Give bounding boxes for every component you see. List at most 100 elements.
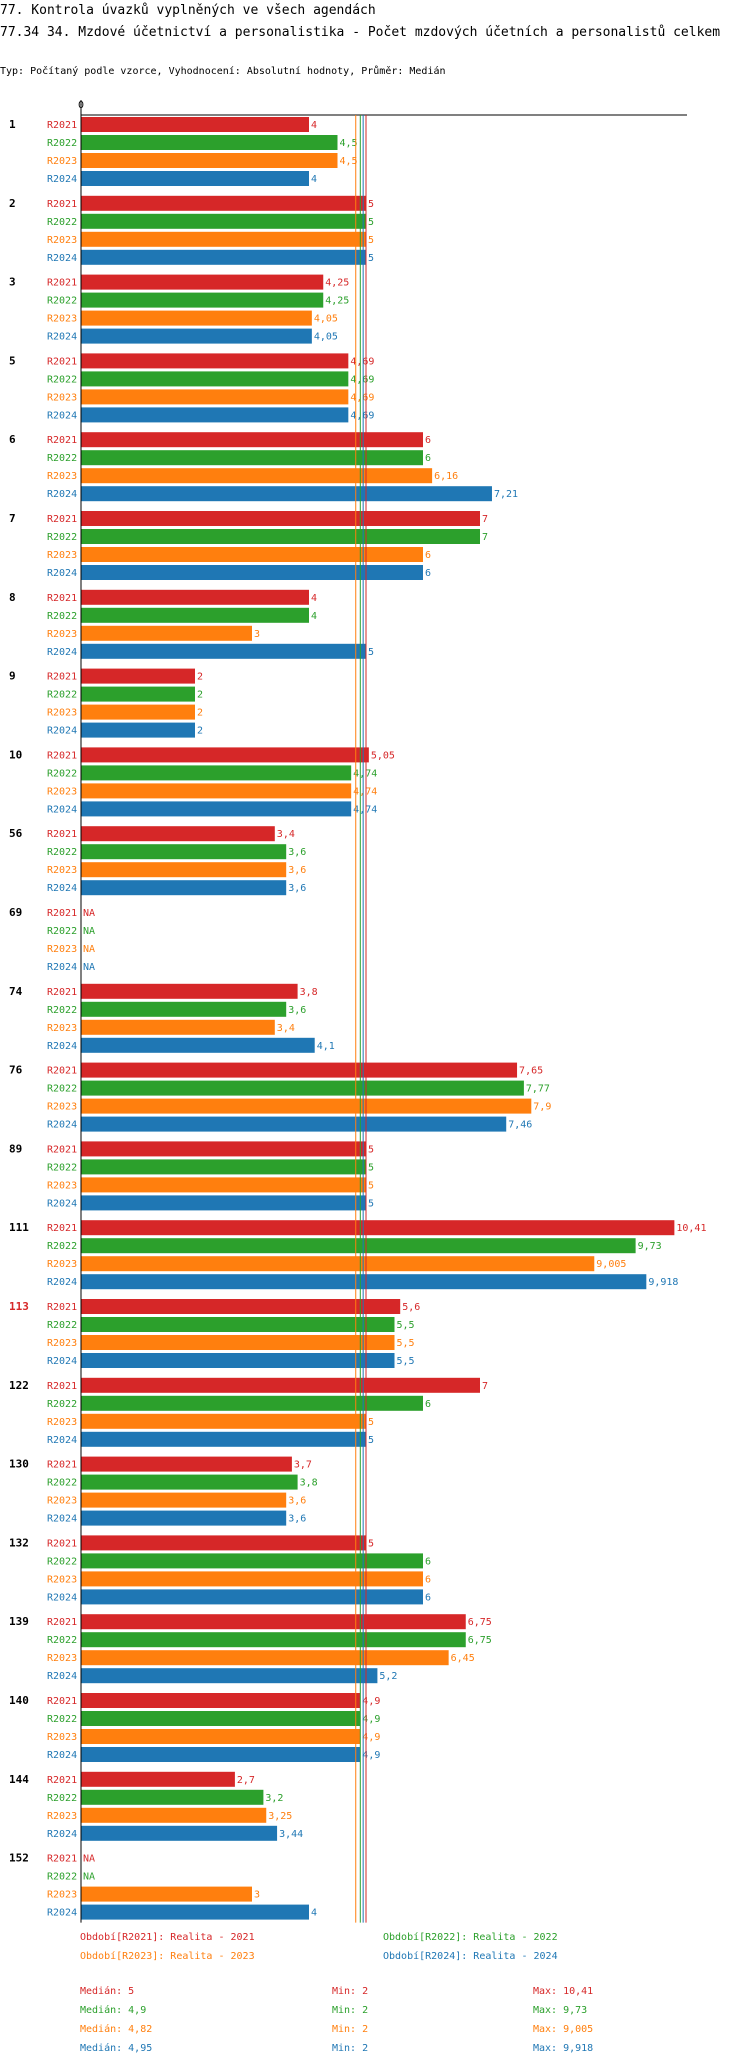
value-label-2-r2022: 5 xyxy=(368,217,374,228)
bar-7-r2023 xyxy=(81,547,423,562)
series-label-r2021: R2021 xyxy=(47,199,77,210)
value-label-111-r2024: 9,918 xyxy=(648,1277,678,1288)
series-label-r2021: R2021 xyxy=(47,514,77,525)
series-label-r2022: R2022 xyxy=(47,217,77,228)
series-label-r2022: R2022 xyxy=(47,1320,77,1331)
value-label-6-r2021: 6 xyxy=(425,435,431,446)
value-label-7-r2021: 7 xyxy=(482,514,488,525)
value-label-144-r2022: 3,2 xyxy=(265,1793,283,1804)
series-label-r2023: R2023 xyxy=(47,550,77,561)
bar-6-r2023 xyxy=(81,468,433,484)
value-label-6-r2024: 7,21 xyxy=(494,489,518,500)
series-label-r2024: R2024 xyxy=(47,1277,77,1288)
bar-113-r2021 xyxy=(81,1299,401,1314)
value-label-111-r2022: 9,73 xyxy=(638,1241,662,1252)
bar-6-r2021 xyxy=(81,432,423,448)
bar-122-r2021 xyxy=(81,1377,480,1393)
bar-122-r2022 xyxy=(81,1395,423,1411)
stat-min-r2022: Min: 2 xyxy=(332,2005,369,2016)
bar-3-r2021 xyxy=(81,274,324,290)
value-label-1-r2023: 4,5 xyxy=(340,156,358,167)
series-label-r2023: R2023 xyxy=(47,708,77,719)
stat-max-r2021: Max: 10,41 xyxy=(533,1986,594,1997)
series-label-r2024: R2024 xyxy=(47,1356,77,1367)
bar-113-r2024 xyxy=(81,1353,395,1368)
category-label-56: 56 xyxy=(9,827,23,840)
series-label-r2022: R2022 xyxy=(47,138,77,149)
value-label-152-r2022: NA xyxy=(83,1872,95,1883)
series-label-r2024: R2024 xyxy=(47,174,77,185)
category-label-111: 111 xyxy=(9,1221,29,1234)
series-label-r2024: R2024 xyxy=(47,1671,77,1682)
series-label-r2023: R2023 xyxy=(47,1180,77,1191)
bar-139-r2022 xyxy=(81,1632,466,1648)
value-label-9-r2024: 2 xyxy=(197,726,203,737)
series-label-r2024: R2024 xyxy=(47,1435,77,1446)
value-label-7-r2023: 6 xyxy=(425,550,431,561)
series-label-r2024: R2024 xyxy=(47,489,77,500)
bar-7-r2021 xyxy=(81,511,480,526)
value-label-111-r2021: 10,41 xyxy=(676,1223,706,1234)
category-label-1: 1 xyxy=(9,118,16,131)
stat-max-r2023: Max: 9,005 xyxy=(533,2024,594,2035)
value-label-122-r2024: 5 xyxy=(368,1435,374,1446)
series-label-r2022: R2022 xyxy=(47,296,77,307)
bar-140-r2024 xyxy=(81,1747,361,1762)
bar-2-r2021 xyxy=(81,195,366,211)
stat-min-r2021: Min: 2 xyxy=(332,1986,369,1997)
series-label-r2024: R2024 xyxy=(47,804,77,815)
series-label-r2022: R2022 xyxy=(47,1399,77,1410)
bar-132-r2022 xyxy=(81,1553,423,1569)
value-label-152-r2021: NA xyxy=(83,1854,95,1865)
value-label-113-r2023: 5,5 xyxy=(397,1338,415,1349)
value-label-3-r2024: 4,05 xyxy=(314,332,338,343)
series-label-r2024: R2024 xyxy=(47,1514,77,1525)
series-label-r2022: R2022 xyxy=(47,1162,77,1173)
value-label-8-r2023: 3 xyxy=(254,629,260,640)
value-label-144-r2024: 3,44 xyxy=(279,1829,303,1840)
series-label-r2023: R2023 xyxy=(47,1574,77,1585)
series-label-r2022: R2022 xyxy=(47,768,77,779)
bar-130-r2023 xyxy=(81,1492,287,1508)
category-label-3: 3 xyxy=(9,276,16,289)
category-label-8: 8 xyxy=(9,591,16,604)
bar-140-r2023 xyxy=(81,1729,361,1744)
value-label-2-r2023: 5 xyxy=(368,235,374,246)
series-label-r2021: R2021 xyxy=(47,1144,77,1155)
value-label-132-r2023: 6 xyxy=(425,1574,431,1585)
value-label-132-r2022: 6 xyxy=(425,1556,431,1567)
bar-152-r2024 xyxy=(81,1904,309,1920)
value-label-76-r2023: 7,9 xyxy=(533,1102,551,1113)
series-label-r2021: R2021 xyxy=(47,120,77,131)
series-label-r2023: R2023 xyxy=(47,471,77,482)
series-label-r2023: R2023 xyxy=(47,1811,77,1822)
series-label-r2021: R2021 xyxy=(47,1066,77,1077)
series-label-r2023: R2023 xyxy=(47,1417,77,1428)
bar-140-r2022 xyxy=(81,1711,361,1726)
bar-9-r2022 xyxy=(81,686,195,702)
value-label-113-r2021: 5,6 xyxy=(402,1302,420,1313)
value-label-89-r2024: 5 xyxy=(368,1198,374,1209)
value-label-132-r2024: 6 xyxy=(425,1592,431,1603)
value-label-69-r2024: NA xyxy=(83,962,95,973)
category-label-2: 2 xyxy=(9,197,16,210)
value-label-8-r2024: 5 xyxy=(368,647,374,658)
bar-74-r2021 xyxy=(81,983,298,999)
bar-8-r2024 xyxy=(81,643,366,659)
bar-1-r2023 xyxy=(81,153,338,168)
bar-111-r2023 xyxy=(81,1256,595,1272)
value-label-5-r2022: 4,69 xyxy=(350,374,374,385)
bar-1-r2021 xyxy=(81,117,309,132)
value-label-3-r2021: 4,25 xyxy=(325,278,349,289)
series-label-r2022: R2022 xyxy=(47,1084,77,1095)
value-label-76-r2021: 7,65 xyxy=(519,1066,543,1077)
series-label-r2024: R2024 xyxy=(47,332,77,343)
category-label-144: 144 xyxy=(9,1773,29,1786)
bar-56-r2022 xyxy=(81,844,287,860)
series-label-r2022: R2022 xyxy=(47,1478,77,1489)
value-label-56-r2023: 3,6 xyxy=(288,865,306,876)
bar-3-r2024 xyxy=(81,328,312,344)
value-label-7-r2024: 6 xyxy=(425,568,431,579)
series-label-r2021: R2021 xyxy=(47,1538,77,1549)
value-label-9-r2023: 2 xyxy=(197,708,203,719)
